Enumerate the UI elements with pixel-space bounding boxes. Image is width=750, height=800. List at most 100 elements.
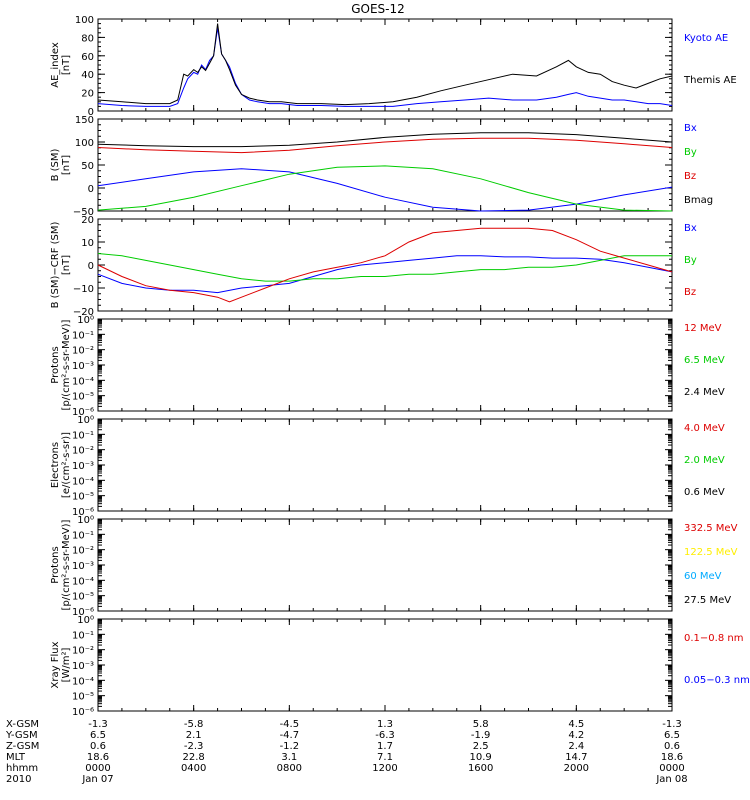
y-tick-label: 10 <box>81 238 94 249</box>
y-tick-label: 10⁻¹ <box>72 330 94 341</box>
y-tick-label: 10⁻³ <box>72 361 94 372</box>
y-axis-label-line: Xray Flux <box>50 641 61 688</box>
y-tick-label: 10⁻¹ <box>72 530 94 541</box>
x-axis-value: 2.1 <box>186 730 202 741</box>
legend-entry: 0.6 MeV <box>684 487 725 498</box>
y-tick-label: 10⁻¹ <box>72 430 94 441</box>
y-tick-label: 80 <box>81 33 94 44</box>
x-axis-row-label: Z-GSM <box>6 741 39 752</box>
y-tick-label: 10⁻⁵ <box>72 692 94 703</box>
x-axis-value: 18.6 <box>661 752 683 763</box>
y-axis-label-line: [p/(cm²-s-sr-MeV)] <box>61 519 72 610</box>
y-axis-label-line: [p/(cm²-s-sr-MeV)] <box>61 319 72 410</box>
y-tick-label: 10⁻⁵ <box>72 492 94 503</box>
y-axis-label-line: B (SM)−CRF (SM) <box>50 221 61 308</box>
y-tick-label: 10⁻² <box>72 346 94 357</box>
legend-entry: 2.0 MeV <box>684 455 725 466</box>
y-tick-label: 10⁻³ <box>72 561 94 572</box>
y-tick-label: 10⁻⁵ <box>72 592 94 603</box>
panel-7: 10⁻⁶ 10⁻⁵ 10⁻⁴ 10⁻³ 10⁻² 10⁻¹ 10⁰ Xray Flux[W/m… <box>50 615 750 718</box>
x-axis-value: -1.3 <box>88 719 108 730</box>
y-axis-label: Protons[p/(cm²-s-sr-MeV)] <box>50 519 72 610</box>
legend-entry: 60 MeV <box>684 571 722 582</box>
x-axis-value: 18.6 <box>87 752 109 763</box>
legend-entry: Bz <box>684 287 696 298</box>
y-tick-label: 10⁻⁶ <box>72 607 94 618</box>
legend-entry: 0.1−0.8 nm <box>684 633 743 644</box>
x-axis-value: 1.3 <box>377 719 393 730</box>
y-tick-label: 10⁻⁴ <box>72 576 94 587</box>
y-tick-label: −10 <box>73 284 94 295</box>
y-tick-label: 10⁰ <box>77 315 94 326</box>
x-axis-value: 4.2 <box>568 730 584 741</box>
x-axis-value: 0400 <box>181 763 206 774</box>
x-axis-value: 0.6 <box>664 741 680 752</box>
series-line-kyoto-ae <box>97 28 673 107</box>
legend-entry: Kyoto AE <box>684 33 728 44</box>
y-axis-label-line: [nT] <box>61 255 72 275</box>
x-axis-value: 1600 <box>468 763 493 774</box>
x-axis-value: 7.1 <box>377 752 393 763</box>
series-line-themis-ae <box>97 23 673 106</box>
y-axis-label-line: AE_index <box>50 42 61 88</box>
x-axis-value: Jan 07 <box>81 774 113 785</box>
y-tick-label: 10⁻⁴ <box>72 376 94 387</box>
x-axis-value: 0000 <box>659 763 684 774</box>
x-axis-value: -1.9 <box>471 730 491 741</box>
y-axis-label-line: Electrons <box>50 442 61 488</box>
x-axis-row-label: hhmm <box>6 763 38 774</box>
y-tick-label: 50 <box>81 161 94 172</box>
y-axis-label-line: Protons <box>50 546 61 583</box>
y-tick-label: 10⁰ <box>77 415 94 426</box>
legend-entry: 27.5 MeV <box>684 595 731 606</box>
legend-entry: Bmag <box>684 195 713 206</box>
y-tick-label: 10⁻⁴ <box>72 676 94 687</box>
chart-title: GOES-12 <box>351 2 405 16</box>
y-tick-label: 60 <box>81 52 94 63</box>
x-axis-row-label: MLT <box>6 752 26 763</box>
y-tick-label: 10⁻⁶ <box>72 407 94 418</box>
y-tick-label: 100 <box>75 138 94 149</box>
y-tick-label: 10⁻² <box>72 446 94 457</box>
panel-4: 10⁻⁶ 10⁻⁵ 10⁻⁴ 10⁻³ 10⁻² 10⁻¹ 10⁰ Protons[p/(cm… <box>50 315 725 418</box>
x-axis-row-label: X-GSM <box>6 719 39 730</box>
y-tick-label: 10⁰ <box>77 615 94 626</box>
y-tick-label: −20 <box>73 307 94 318</box>
y-tick-label: 0 <box>88 261 94 272</box>
x-axis-value: -2.3 <box>184 741 204 752</box>
y-axis-label-line: B (SM) <box>50 148 61 181</box>
x-axis-value: 2.5 <box>473 741 489 752</box>
panel-frame <box>97 318 673 412</box>
legend-entry: Themis AE <box>683 75 737 86</box>
x-axis-value: 2000 <box>564 763 589 774</box>
y-tick-label: 10⁻⁶ <box>72 507 94 518</box>
x-axis-value: 0800 <box>277 763 302 774</box>
panel-frame <box>97 518 673 612</box>
y-axis-label-line: [nT] <box>61 55 72 75</box>
y-axis-label: AE_index[nT] <box>50 42 72 88</box>
series-line-by <box>97 165 673 212</box>
x-axis-value: 3.1 <box>281 752 297 763</box>
x-axis-value: Jan 08 <box>655 774 687 785</box>
panel-3: −20 −10 0 10 20 B (SM)−CRF (SM)[nT] Bx By Bz <box>50 215 697 318</box>
x-axis-value: -4.5 <box>280 719 300 730</box>
series-line-bz <box>97 137 673 154</box>
x-axis-value: 2.4 <box>568 741 584 752</box>
y-axis-label: Electrons[e/(cm²-s-sr)] <box>50 432 72 498</box>
panel-frame <box>97 618 673 712</box>
legend-entry: 12 MeV <box>684 323 722 334</box>
x-axis-value: 6.5 <box>664 730 680 741</box>
y-axis-label: Xray Flux[W/m²] <box>50 641 72 688</box>
x-axis-value: -1.3 <box>662 719 682 730</box>
y-tick-label: 0 <box>88 107 94 118</box>
y-tick-label: 10⁻² <box>72 546 94 557</box>
series-line-bx <box>97 168 673 212</box>
legend-entry: Bz <box>684 171 696 182</box>
y-tick-label: 40 <box>81 70 94 81</box>
x-axis-value: -6.3 <box>375 730 395 741</box>
y-axis-label-line: [nT] <box>61 155 72 175</box>
x-axis-value: 4.5 <box>568 719 584 730</box>
x-axis-value: 1.7 <box>377 741 393 752</box>
x-axis-value: 0000 <box>85 763 110 774</box>
legend-entry: 2.4 MeV <box>684 387 725 398</box>
